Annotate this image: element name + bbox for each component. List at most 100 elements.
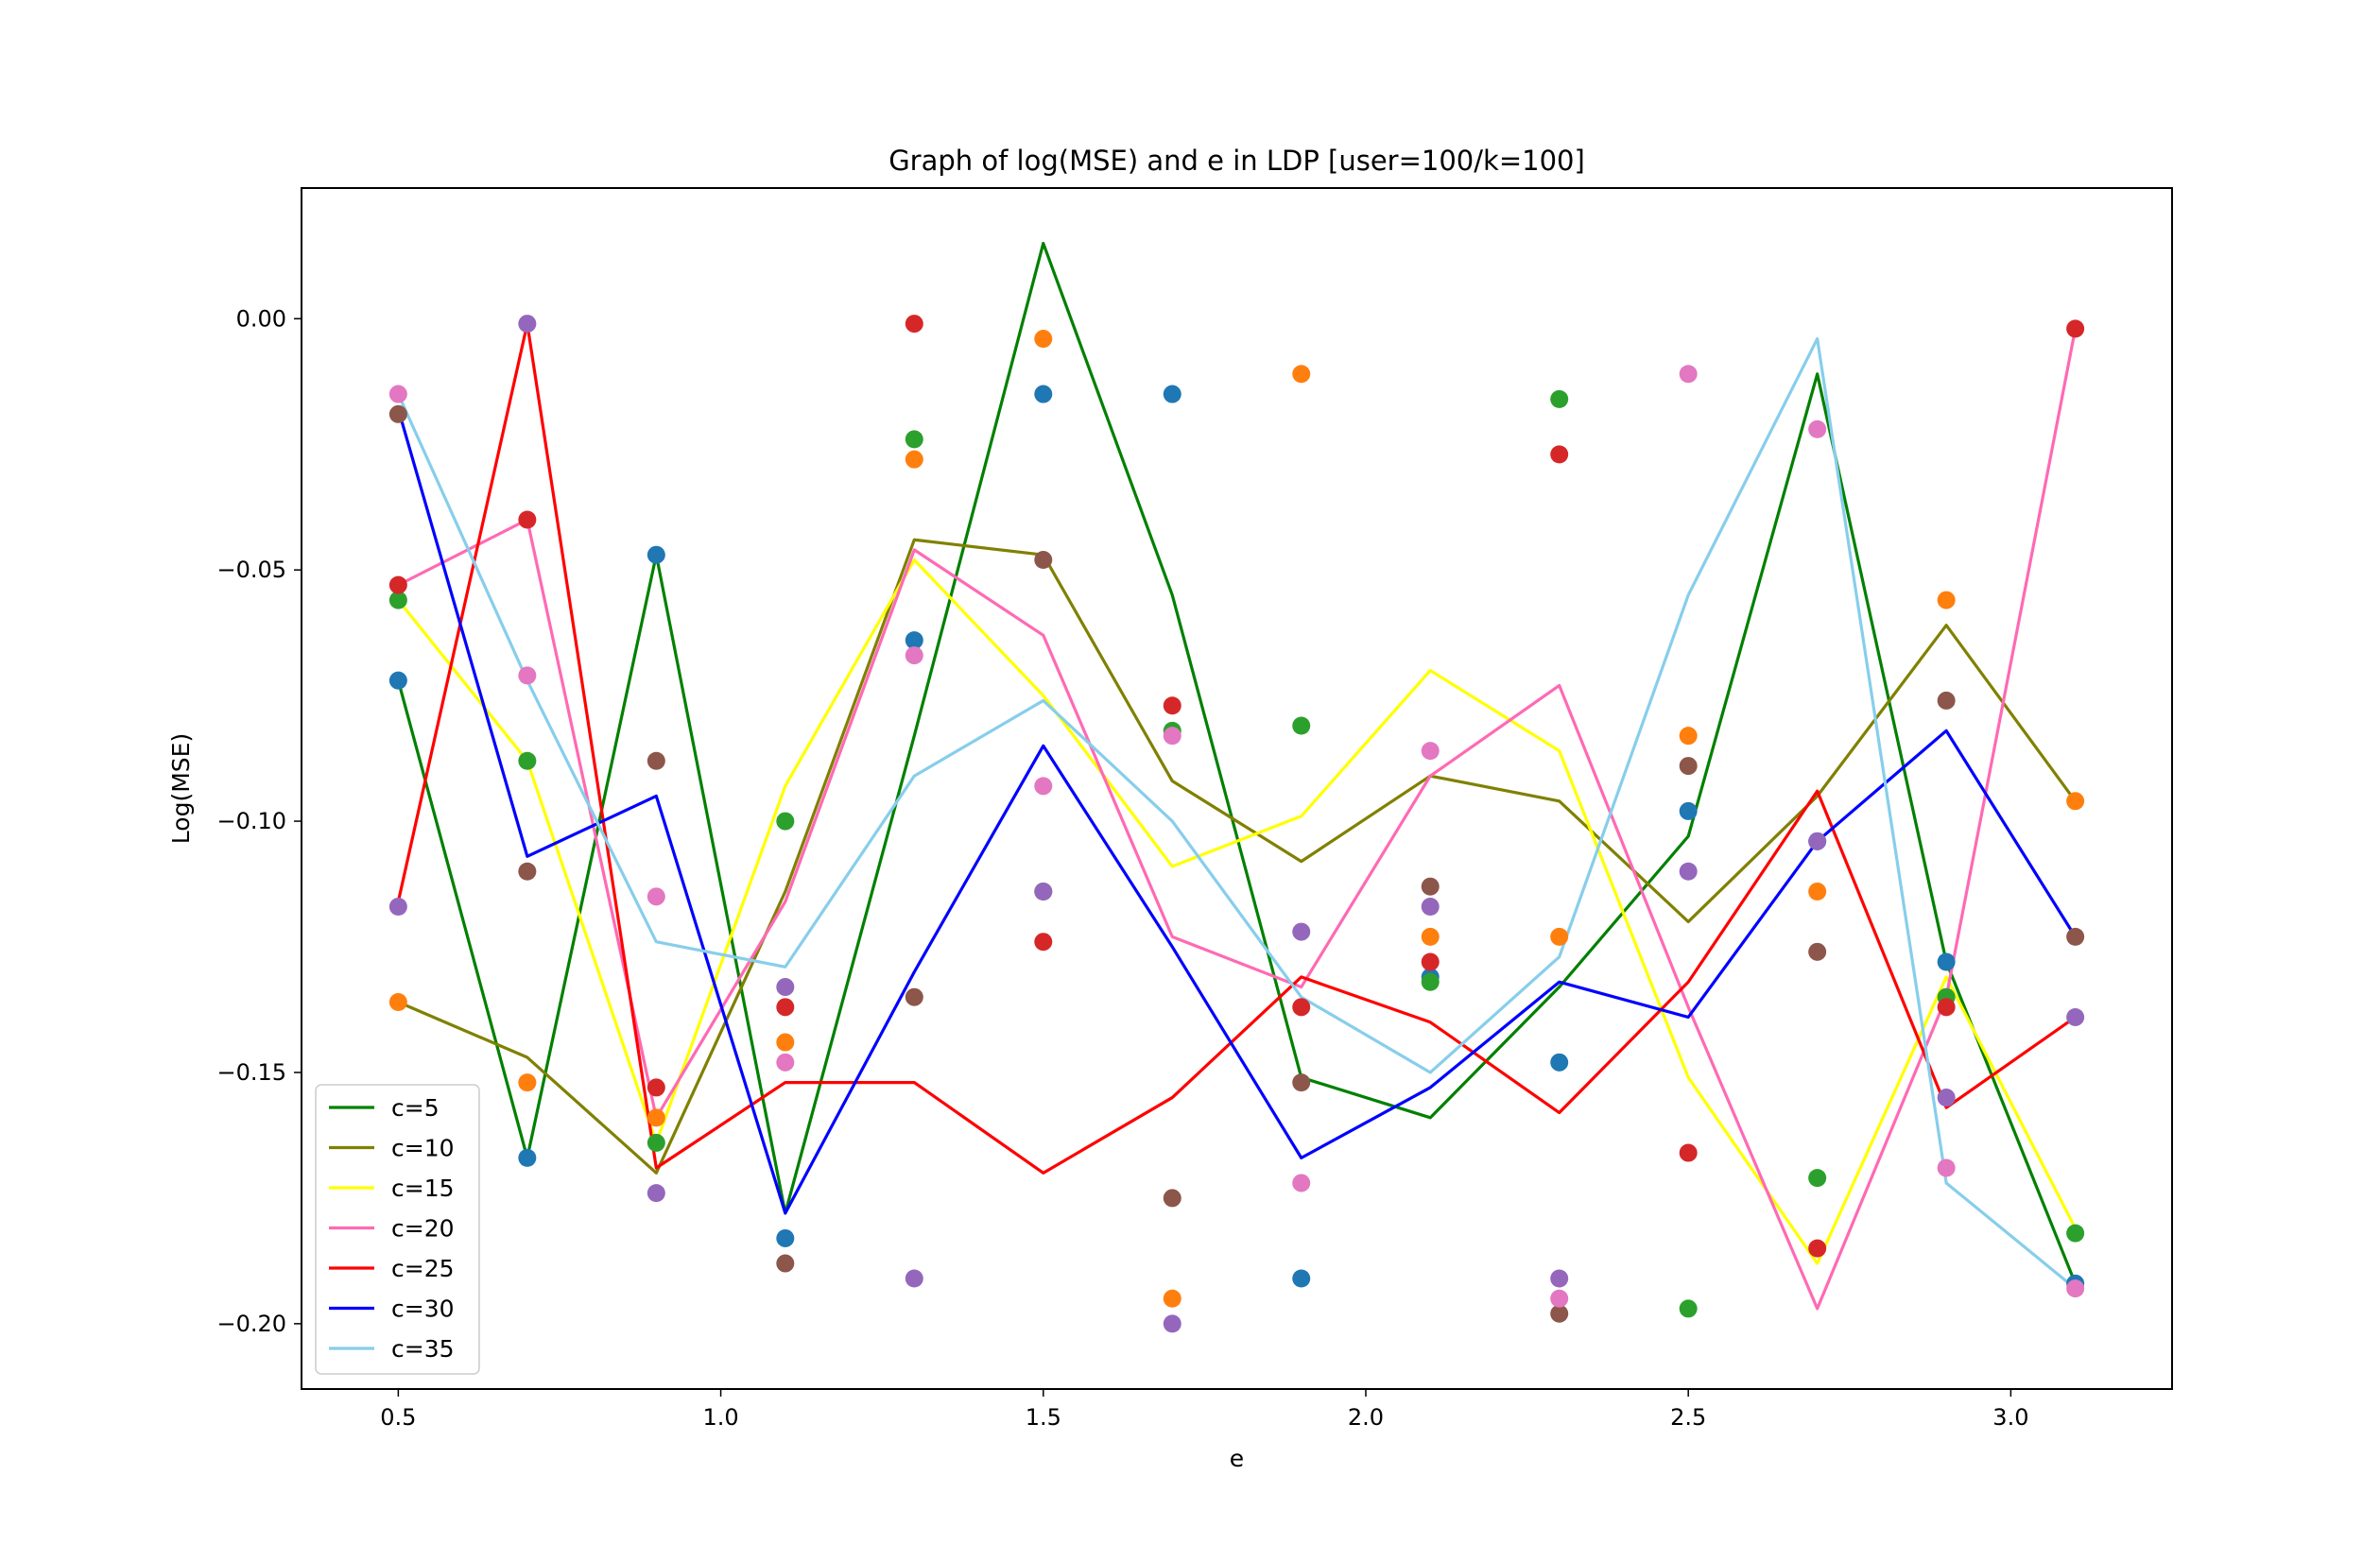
scatter-point [647, 1184, 665, 1203]
scatter-point [2066, 1224, 2085, 1243]
scatter-point [1292, 1174, 1311, 1192]
scatter-point [1937, 952, 1956, 971]
scatter-point [1292, 716, 1311, 735]
scatter-point [1550, 389, 1569, 408]
x-tick-label: 2.0 [1348, 1404, 1384, 1431]
scatter-point [1421, 742, 1440, 761]
scatter-point [388, 591, 407, 609]
scatter-point [1679, 862, 1698, 881]
plot-frame [301, 187, 2173, 1390]
scatter-point [905, 987, 923, 1006]
legend-label: c=5 [391, 1094, 440, 1122]
series-line-5 [396, 321, 2077, 1175]
scatter-point [776, 1033, 795, 1052]
scatter-point [1679, 1143, 1698, 1162]
scatter-point [388, 993, 407, 1012]
scatter-point [2066, 1007, 2085, 1026]
legend-label: c=10 [391, 1135, 455, 1162]
scatter-point [647, 887, 665, 906]
y-tick-label: −0.10 [216, 808, 286, 834]
scatter-point [1679, 757, 1698, 776]
scatter-point [776, 1053, 795, 1072]
scatter-point [1163, 385, 1181, 403]
series-line-4 [397, 328, 2078, 1311]
scatter-point [1808, 942, 1827, 961]
scatter-point [1421, 877, 1440, 896]
scatter-point [1808, 420, 1827, 438]
x-tick-label: 3.0 [1992, 1404, 2028, 1431]
ticks-layer: 0.5 1.0 1.5 2.0 2.5 3.0 0.00 −0.05 −0.10 −0.15 −0.… [216, 305, 2028, 1431]
series-line-7 [396, 336, 2077, 1290]
scatter-point [647, 1133, 665, 1152]
x-axis-label: e [1230, 1445, 1244, 1472]
scatter-point [1550, 445, 1569, 464]
scatter-point [1421, 897, 1440, 916]
scatter-point [905, 450, 923, 469]
x-tick-label: 2.5 [1670, 1404, 1706, 1431]
scatter-point [1421, 927, 1440, 946]
scatter-point [776, 978, 795, 997]
scatter-point [1034, 933, 1053, 952]
scatter-point [647, 751, 665, 770]
scatter-point [1679, 801, 1698, 820]
scatter-point [1034, 777, 1053, 796]
y-tick-label: −0.20 [216, 1311, 286, 1337]
scatter-point [776, 812, 795, 831]
scatter-point [2066, 319, 2085, 338]
scatter-point [1163, 696, 1181, 715]
scatter-point [1937, 1158, 1956, 1177]
lines-layer [396, 241, 2078, 1311]
scatter-point [1550, 927, 1569, 946]
scatter-point [1808, 1169, 1827, 1188]
scatter-point [1808, 832, 1827, 850]
scatter-point [905, 646, 923, 665]
x-tick-label: 1.0 [702, 1404, 738, 1431]
scatter-point [1679, 1299, 1698, 1318]
scatter-point [388, 385, 407, 403]
legend: c=5 c=10 c=15 c=20 c=25 c=30 c=35 [315, 1084, 480, 1375]
scatter-point [1292, 922, 1311, 941]
legend-box [315, 1084, 480, 1375]
legend-label: c=25 [391, 1255, 455, 1282]
scatter-point [2066, 927, 2085, 946]
scatter-point [388, 575, 407, 594]
scatter-point [1034, 551, 1053, 570]
scatter-point [1550, 1053, 1569, 1072]
scatter-point [1550, 1289, 1569, 1308]
scatter-point [1163, 1289, 1181, 1308]
scatter-point [1550, 1304, 1569, 1323]
scatter-point [1937, 998, 1956, 1017]
scatter-point [1937, 1089, 1956, 1107]
scatter-point [1292, 1269, 1311, 1288]
scatter-point [518, 315, 537, 334]
scatter-point [2066, 792, 2085, 811]
legend-label: c=20 [391, 1215, 455, 1243]
x-tick-label: 1.5 [1026, 1404, 1061, 1431]
scatter-point [518, 862, 537, 881]
scatter-point [776, 1228, 795, 1247]
scatter-point [905, 1269, 923, 1288]
scatter-point [1292, 1073, 1311, 1092]
scatter-point [1034, 330, 1053, 349]
scatter-point [1679, 727, 1698, 746]
scatter-point [1679, 365, 1698, 384]
points-layer [388, 315, 2085, 1333]
scatter-point [776, 998, 795, 1017]
chart-title: Graph of log(MSE) and e in LDP [user=100… [888, 145, 1585, 177]
legend-label: c=30 [391, 1295, 455, 1323]
scatter-point [1421, 972, 1440, 991]
scatter-point [1421, 952, 1440, 971]
scatter-point [776, 1254, 795, 1273]
scatter-point [518, 510, 537, 529]
scatter-point [518, 1073, 537, 1092]
scatter-point [1034, 883, 1053, 901]
series-line-2 [397, 538, 2077, 1175]
scatter-point [388, 897, 407, 916]
scatter-point [1163, 1189, 1181, 1208]
scatter-point [518, 1148, 537, 1167]
scatter-point [1163, 1314, 1181, 1333]
y-axis-label: Log(MSE) [167, 733, 195, 844]
scatter-point [647, 545, 665, 564]
